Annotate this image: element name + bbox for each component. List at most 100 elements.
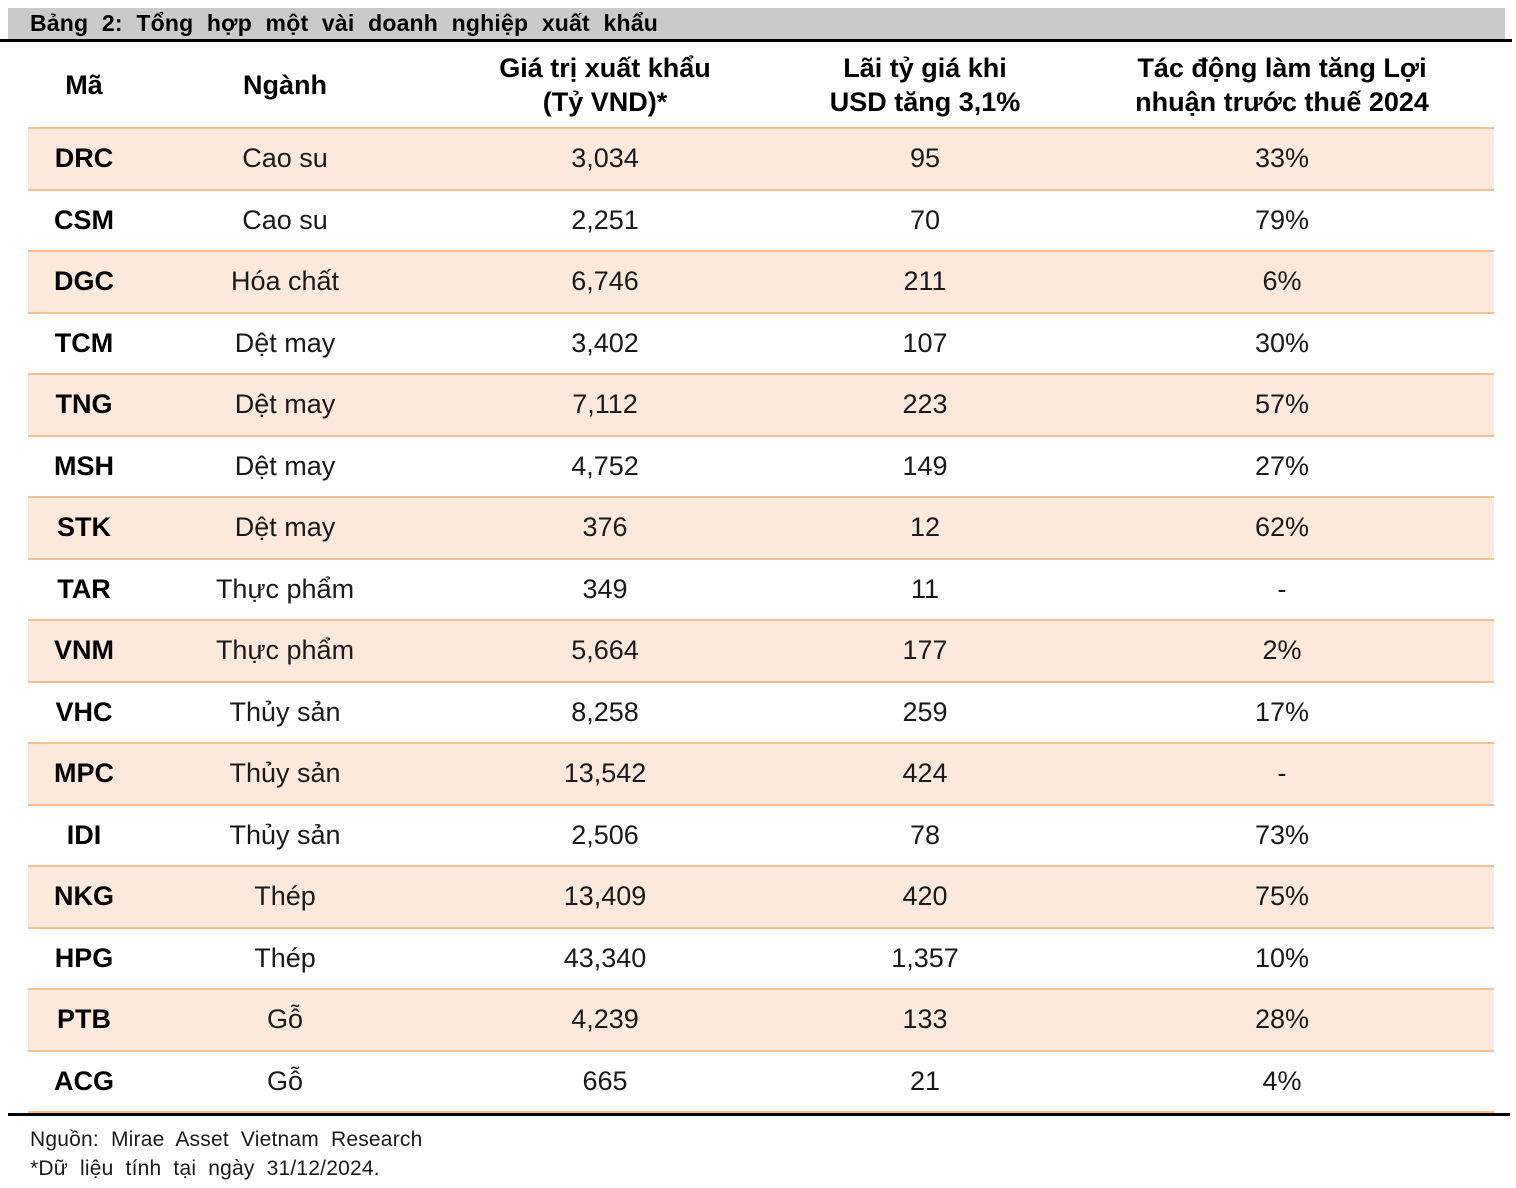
cell-fx-gain: 420 bbox=[902, 881, 948, 912]
cell-fx-gain: 78 bbox=[909, 819, 941, 850]
cell-code: DRC bbox=[54, 143, 114, 174]
table-row: CSM Cao su 2,251 70 79% bbox=[28, 188, 1494, 250]
cell-export-value: 3,402 bbox=[571, 327, 639, 358]
table-row: DRC Cao su 3,034 95 33% bbox=[28, 127, 1494, 189]
cell-fx-gain: 211 bbox=[903, 266, 947, 297]
cell-code: DGC bbox=[54, 266, 114, 297]
cell-code: STK bbox=[57, 512, 111, 543]
cell-export-value: 665 bbox=[582, 1065, 628, 1096]
cell-industry: Thực phẩm bbox=[215, 573, 355, 604]
cell-industry: Cao su bbox=[242, 143, 328, 174]
cell-industry: Thực phẩm bbox=[215, 635, 355, 666]
table-title-bar-fill: Bảng 2: Tổng hợp một vài doanh nghiệp xu… bbox=[8, 8, 1505, 39]
cell-fx-gain: 149 bbox=[902, 450, 948, 481]
cell-fx-gain: 424 bbox=[902, 758, 948, 789]
cell-impact: 62% bbox=[1254, 512, 1310, 543]
cell-industry: Thủy sản bbox=[229, 819, 341, 850]
cell-fx-gain: 12 bbox=[909, 512, 941, 543]
cell-export-value: 3,034 bbox=[571, 143, 639, 174]
cell-export-value: 13,542 bbox=[563, 758, 647, 789]
table-row: VHC Thủy sản 8,258 259 17% bbox=[28, 680, 1494, 742]
cell-fx-gain: 95 bbox=[909, 143, 941, 174]
cell-industry: Gỗ bbox=[266, 1004, 304, 1035]
column-header-export-value: Giá trị xuất khẩu (Tỷ VND)* bbox=[499, 52, 711, 117]
cell-fx-gain: 70 bbox=[909, 204, 941, 235]
table-title-bar: Bảng 2: Tổng hợp một vài doanh nghiệp xu… bbox=[0, 8, 1512, 42]
export-companies-table: Mã Ngành Giá trị xuất khẩu (Tỷ VND)* Lãi… bbox=[8, 42, 1510, 1116]
cell-export-value: 376 bbox=[582, 512, 628, 543]
cell-code: VNM bbox=[54, 635, 114, 666]
cell-export-value: 2,251 bbox=[571, 204, 639, 235]
table-row: TCM Dệt may 3,402 107 30% bbox=[28, 311, 1494, 373]
cell-fx-gain: 107 bbox=[902, 327, 948, 358]
table-body: DRC Cao su 3,034 95 33% CSM Cao su 2,251 70 79% DG… bbox=[28, 127, 1494, 1113]
cell-impact: 10% bbox=[1254, 942, 1310, 973]
cell-industry: Cao su bbox=[242, 204, 328, 235]
cell-industry: Thủy sản bbox=[229, 758, 341, 789]
cell-fx-gain: 11 bbox=[910, 573, 940, 604]
cell-industry: Thủy sản bbox=[229, 696, 341, 727]
cell-code: VHC bbox=[55, 696, 113, 727]
table-header-row: Mã Ngành Giá trị xuất khẩu (Tỷ VND)* Lãi… bbox=[28, 42, 1494, 127]
cell-industry: Thép bbox=[254, 942, 316, 973]
column-header-fx-gain: Lãi tỷ giá khi USD tăng 3,1% bbox=[829, 52, 1021, 117]
table-row: MPC Thủy sản 13,542 424 - bbox=[28, 742, 1494, 804]
column-header-industry: Ngành bbox=[243, 69, 327, 100]
table-title: Bảng 2: Tổng hợp một vài doanh nghiệp xu… bbox=[30, 10, 658, 36]
table-row: MSH Dệt may 4,752 149 27% bbox=[28, 434, 1494, 496]
cell-industry: Gỗ bbox=[266, 1065, 304, 1096]
table-row: STK Dệt may 376 12 62% bbox=[28, 496, 1494, 558]
cell-export-value: 4,752 bbox=[571, 450, 639, 481]
cell-fx-gain: 223 bbox=[902, 389, 948, 420]
table-row: ACG Gỗ 665 21 4% bbox=[28, 1049, 1494, 1111]
cell-code: IDI bbox=[66, 819, 102, 850]
cell-impact: 73% bbox=[1254, 819, 1310, 850]
source-note: Nguồn: Mirae Asset Vietnam Research bbox=[30, 1128, 423, 1151]
cell-code: TNG bbox=[55, 389, 113, 420]
cell-code: HPG bbox=[54, 942, 114, 973]
cell-impact: 30% bbox=[1254, 327, 1310, 358]
cell-impact: 57% bbox=[1254, 389, 1310, 420]
cell-code: NKG bbox=[54, 881, 114, 912]
table-row: NKG Thép 13,409 420 75% bbox=[28, 865, 1494, 927]
cell-export-value: 2,506 bbox=[571, 819, 639, 850]
cell-industry: Dệt may bbox=[234, 512, 336, 543]
cell-fx-gain: 177 bbox=[902, 635, 948, 666]
cell-impact: 33% bbox=[1254, 143, 1310, 174]
cell-impact: 6% bbox=[1262, 266, 1302, 297]
cell-impact: 4% bbox=[1262, 1065, 1302, 1096]
cell-impact: 2% bbox=[1262, 635, 1302, 666]
column-header-impact: Tác động làm tăng Lợi nhuận trước thuế 2… bbox=[1135, 52, 1429, 117]
cell-fx-gain: 1,357 bbox=[891, 942, 959, 973]
table-row: IDI Thủy sản 2,506 78 73% bbox=[28, 803, 1494, 865]
cell-impact: 79% bbox=[1254, 204, 1310, 235]
cell-impact: 27% bbox=[1254, 450, 1310, 481]
cell-industry: Dệt may bbox=[234, 450, 336, 481]
cell-export-value: 43,340 bbox=[563, 942, 647, 973]
cell-export-value: 7,112 bbox=[572, 389, 638, 420]
cell-code: TCM bbox=[54, 327, 114, 358]
cell-code: TAR bbox=[57, 573, 111, 604]
column-header-code: Mã bbox=[65, 69, 103, 100]
table-footnotes: Nguồn: Mirae Asset Vietnam Research *Dữ … bbox=[30, 1125, 1516, 1183]
table-row: HPG Thép 43,340 1,357 10% bbox=[28, 926, 1494, 988]
cell-industry: Dệt may bbox=[234, 327, 336, 358]
table-row: DGC Hóa chất 6,746 211 6% bbox=[28, 250, 1494, 312]
cell-fx-gain: 259 bbox=[902, 696, 948, 727]
cell-industry: Hóa chất bbox=[230, 266, 340, 297]
cell-fx-gain: 21 bbox=[909, 1065, 941, 1096]
cell-export-value: 349 bbox=[582, 573, 628, 604]
cell-code: ACG bbox=[54, 1065, 114, 1096]
cell-export-value: 8,258 bbox=[571, 696, 639, 727]
cell-code: PTB bbox=[57, 1004, 111, 1035]
cell-export-value: 6,746 bbox=[571, 266, 639, 297]
cell-impact: 28% bbox=[1254, 1004, 1310, 1035]
table-row: VNM Thực phẩm 5,664 177 2% bbox=[28, 619, 1494, 681]
table-row: TNG Dệt may 7,112 223 57% bbox=[28, 373, 1494, 435]
cell-code: MSH bbox=[54, 450, 114, 481]
cell-impact: 17% bbox=[1254, 696, 1310, 727]
cell-fx-gain: 133 bbox=[902, 1004, 948, 1035]
data-date-note: *Dữ liệu tính tại ngày 31/12/2024. bbox=[30, 1157, 380, 1180]
cell-code: CSM bbox=[54, 204, 114, 235]
cell-impact: 75% bbox=[1254, 881, 1310, 912]
